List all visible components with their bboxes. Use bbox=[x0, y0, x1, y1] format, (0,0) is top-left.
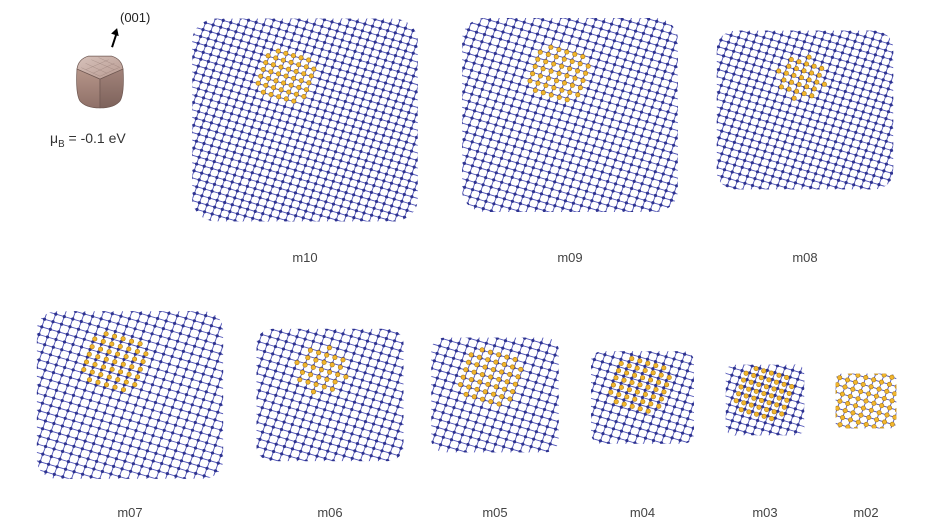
panel-label-m03: m03 bbox=[725, 505, 805, 520]
panel-label-m07: m07 bbox=[35, 505, 225, 520]
lattice-panel-m09 bbox=[460, 5, 680, 225]
mu-b-label: μB = -0.1 eV bbox=[50, 130, 126, 150]
lattice-panel-m08 bbox=[715, 20, 895, 200]
miller-index-label: (001) bbox=[120, 10, 150, 25]
miller-arrow bbox=[108, 28, 126, 46]
lattice-panel-m10 bbox=[190, 5, 420, 235]
panel-label-m06: m06 bbox=[255, 505, 405, 520]
nanoparticle-cube bbox=[64, 46, 136, 118]
panel-label-m10: m10 bbox=[190, 250, 420, 265]
panel-label-m08: m08 bbox=[715, 250, 895, 265]
panel-label-m04: m04 bbox=[590, 505, 695, 520]
lattice-panel-m04 bbox=[590, 345, 695, 450]
lattice-panel-m02 bbox=[835, 370, 897, 432]
lattice-panel-m07 bbox=[35, 300, 225, 490]
lattice-panel-m06 bbox=[255, 320, 405, 470]
panel-label-m02: m02 bbox=[835, 505, 897, 520]
panel-label-m09: m09 bbox=[460, 250, 680, 265]
panel-label-m05: m05 bbox=[430, 505, 560, 520]
lattice-panel-m05 bbox=[430, 330, 560, 460]
lattice-panel-m03 bbox=[725, 360, 805, 440]
